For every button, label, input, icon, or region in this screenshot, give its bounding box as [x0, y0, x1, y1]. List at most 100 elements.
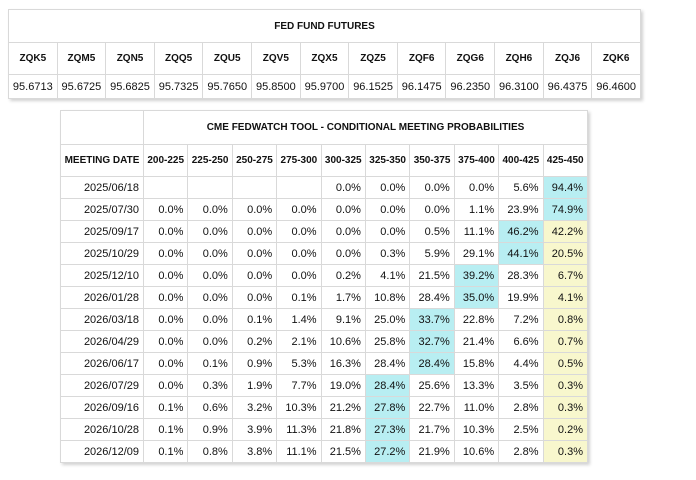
probability-cell: 0.7%: [542, 330, 589, 353]
rate-range-header: 425-450: [542, 144, 589, 177]
probability-cell: 28.4%: [409, 286, 455, 309]
probability-cell: 0.1%: [276, 286, 322, 309]
probability-cell: 0.0%: [276, 198, 322, 221]
futures-price-cell: 95.6713: [8, 74, 58, 99]
probability-cell: 27.3%: [364, 418, 411, 441]
probability-cell: 10.8%: [364, 286, 411, 309]
meeting-date-cell: 2026/01/28: [60, 286, 144, 309]
probability-cell: 11.3%: [276, 418, 322, 441]
probability-cell: 0.0%: [276, 242, 322, 265]
probability-cell: 16.3%: [320, 352, 366, 375]
probability-cell: 0.0%: [453, 176, 500, 199]
meeting-row: 2025/09/17 0.0% 0.0% 0.0% 0.0% 0.0% 0.0% 0.5% 11…: [60, 220, 589, 243]
futures-contract-header: ZQN5: [105, 42, 155, 75]
probability-cell: 4.1%: [542, 286, 589, 309]
probability-cell: 46.2%: [498, 220, 544, 243]
probability-cell: 0.0%: [276, 264, 322, 287]
probability-cell: 0.0%: [364, 176, 411, 199]
probability-cell: 0.1%: [187, 352, 233, 375]
futures-price-cell: 96.4375: [542, 74, 593, 99]
meeting-row: 2026/06/17 0.0% 0.1% 0.9% 5.3% 16.3% 28.4% 28.4…: [60, 352, 589, 375]
futures-price-cell: 95.6825: [105, 74, 155, 99]
probability-cell: 33.7%: [409, 308, 455, 331]
probability-cell: 0.0%: [409, 176, 455, 199]
futures-contract-header: ZQK6: [591, 42, 641, 75]
meeting-date-cell: 2025/09/17: [60, 220, 144, 243]
meeting-row: 2025/12/10 0.0% 0.0% 0.0% 0.0% 0.2% 4.1% 21.5% 3…: [60, 264, 589, 287]
probability-cell: 6.7%: [542, 264, 589, 287]
fedwatch-title-row: CME FEDWATCH TOOL - CONDITIONAL MEETING …: [60, 110, 588, 145]
probability-cell: 21.8%: [320, 418, 366, 441]
probability-cell: 0.2%: [231, 330, 278, 353]
futures-price-cell: 95.9700: [299, 74, 350, 99]
futures-contract-header: ZQQ5: [153, 42, 204, 75]
probability-cell: 27.2%: [364, 440, 411, 463]
rate-range-header: 200-225: [142, 144, 189, 177]
probability-cell: 28.4%: [409, 352, 455, 375]
futures-price-cell: 95.8500: [251, 74, 301, 99]
probability-cell: 0.5%: [542, 352, 589, 375]
meeting-date-cell: 2026/10/28: [60, 418, 144, 441]
probability-cell: 25.8%: [364, 330, 411, 353]
probability-cell: 0.0%: [187, 308, 233, 331]
probability-cell: 2.5%: [498, 418, 544, 441]
probability-cell: 0.0%: [409, 198, 455, 221]
meeting-row: 2025/06/18 0.0% 0.0% 0.0% 0.0% 5.6% 94.4%: [60, 176, 589, 199]
futures-contract-header: ZQM5: [56, 42, 107, 75]
probability-cell: 10.3%: [276, 396, 322, 419]
fedwatch-probabilities-table: CME FEDWATCH TOOL - CONDITIONAL MEETING …: [60, 110, 589, 463]
probability-cell: 3.2%: [231, 396, 278, 419]
probability-cell: 3.9%: [231, 418, 278, 441]
meeting-date-header: MEETING DATE: [60, 144, 144, 177]
probability-cell: 21.5%: [320, 440, 366, 463]
probability-cell: 4.1%: [364, 264, 411, 287]
meeting-date-cell: 2025/07/30: [60, 198, 144, 221]
futures-price-cell: 95.7325: [153, 74, 204, 99]
probability-cell: [187, 176, 233, 199]
probability-cell: 3.8%: [231, 440, 278, 463]
probability-cell: 27.8%: [364, 396, 411, 419]
probability-cell: 0.0%: [364, 198, 411, 221]
probability-cell: 11.1%: [276, 440, 322, 463]
probability-cell: 0.0%: [231, 286, 278, 309]
fedwatch-range-header-row: MEETING DATE 200-225 225-250 250-275 275-30…: [60, 144, 589, 177]
probability-cell: 23.9%: [498, 198, 544, 221]
probability-cell: 0.0%: [142, 308, 189, 331]
probability-cell: 0.0%: [231, 264, 278, 287]
probability-cell: 44.1%: [498, 242, 544, 265]
probability-cell: 0.0%: [187, 264, 233, 287]
fed-fund-futures-table: FED FUND FUTURES ZQK5 ZQM5 ZQN5 ZQQ5 ZQU5 ZQV…: [8, 9, 641, 99]
probability-cell: 0.0%: [320, 176, 366, 199]
probability-cell: 11.0%: [453, 396, 500, 419]
rate-range-header: 300-325: [320, 144, 366, 177]
meeting-date-cell: 2025/10/29: [60, 242, 144, 265]
probability-cell: 0.3%: [364, 242, 411, 265]
probability-cell: 0.0%: [142, 286, 189, 309]
rate-range-header: 250-275: [231, 144, 278, 177]
meeting-row: 2026/07/29 0.0% 0.3% 1.9% 7.7% 19.0% 28.4% 25.6…: [60, 374, 589, 397]
futures-contract-header: ZQU5: [202, 42, 253, 75]
probability-cell: 0.2%: [542, 418, 589, 441]
probability-cell: 21.4%: [453, 330, 500, 353]
probability-cell: 0.1%: [142, 440, 189, 463]
probability-cell: 0.0%: [142, 198, 189, 221]
meeting-row: 2026/09/16 0.1% 0.6% 3.2% 10.3% 21.2% 27.8% 22.…: [60, 396, 589, 419]
probability-cell: 10.6%: [453, 440, 500, 463]
futures-price-cell: 95.6725: [56, 74, 107, 99]
probability-cell: 22.8%: [453, 308, 500, 331]
futures-price-cell: 96.2350: [445, 74, 496, 99]
probability-cell: 20.5%: [542, 242, 589, 265]
meeting-date-cell: 2025/06/18: [60, 176, 144, 199]
futures-price-cell: 96.4600: [591, 74, 641, 99]
probability-cell: 0.6%: [187, 396, 233, 419]
probability-cell: 0.0%: [142, 330, 189, 353]
probability-cell: 21.7%: [409, 418, 455, 441]
probability-cell: 0.5%: [409, 220, 455, 243]
probability-cell: 7.7%: [276, 374, 322, 397]
futures-price-cell: 96.1525: [348, 74, 398, 99]
fedwatch-corner-blank: [60, 110, 144, 145]
probability-cell: 2.8%: [498, 396, 544, 419]
futures-contract-header: ZQK5: [8, 42, 58, 75]
probability-cell: 0.8%: [187, 440, 233, 463]
probability-cell: 1.1%: [453, 198, 500, 221]
